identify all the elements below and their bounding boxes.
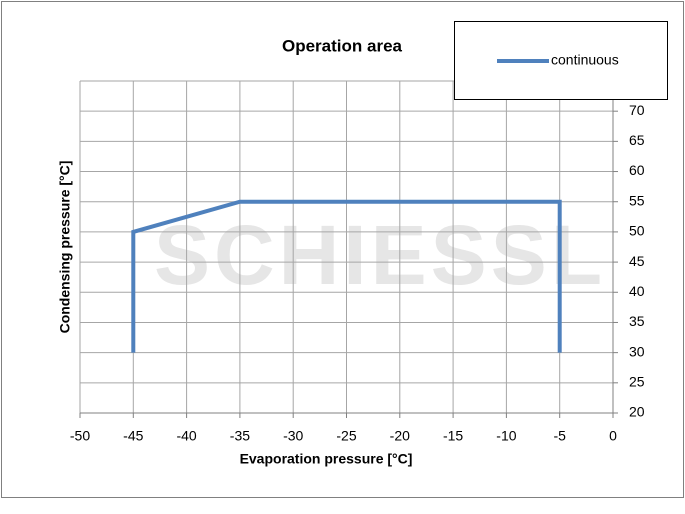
y-tick-label: 70 [629, 102, 645, 118]
y-tick-label: 25 [629, 374, 645, 390]
x-tick-label: -45 [123, 428, 143, 444]
x-tick-label: -30 [283, 428, 303, 444]
y-tick-label: 55 [629, 192, 645, 208]
legend-label: continuous [551, 52, 619, 68]
y-tick-label: 65 [629, 132, 645, 148]
x-tick-label: -5 [553, 428, 566, 444]
y-tick-label: 45 [629, 253, 645, 269]
x-axis-title: Evaporation pressure [°C] [240, 451, 413, 467]
x-tick-label: -20 [390, 428, 410, 444]
y-axis-title: Condensing pressure [°C] [57, 161, 73, 334]
x-tick-label: -25 [336, 428, 356, 444]
x-tick-label: -35 [230, 428, 250, 444]
x-tick-label: -10 [496, 428, 516, 444]
legend-box [454, 21, 668, 100]
y-tick-label: 20 [629, 404, 645, 420]
x-tick-label: 0 [609, 428, 617, 444]
y-tick-label: 35 [629, 313, 645, 329]
series-line [131, 199, 562, 353]
y-tick-label: 30 [629, 343, 645, 359]
chart-title: Operation area [282, 36, 403, 55]
y-tick-label: 50 [629, 223, 645, 239]
watermark: SCHIESSL [154, 208, 606, 302]
y-tick-label: 40 [629, 283, 645, 299]
x-tick-label: -15 [443, 428, 463, 444]
x-tick-label: -40 [176, 428, 196, 444]
x-tick-label: -50 [70, 428, 90, 444]
y-tick-label: 60 [629, 162, 645, 178]
